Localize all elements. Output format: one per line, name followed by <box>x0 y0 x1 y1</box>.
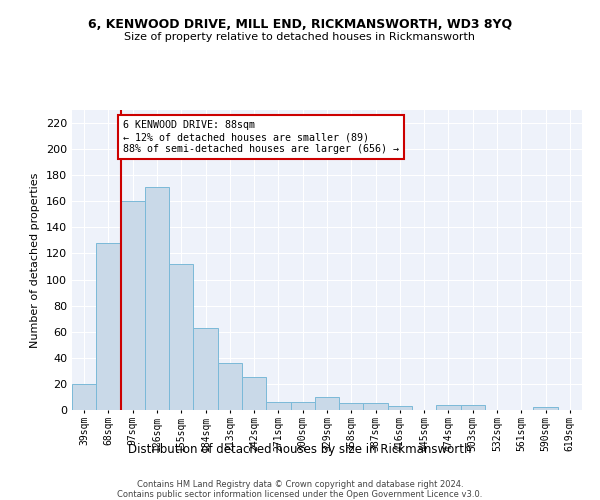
Bar <box>436 405 461 410</box>
Bar <box>218 363 242 410</box>
Text: Distribution of detached houses by size in Rickmansworth: Distribution of detached houses by size … <box>128 442 472 456</box>
Bar <box>145 187 169 410</box>
Y-axis label: Number of detached properties: Number of detached properties <box>31 172 40 348</box>
Bar <box>388 406 412 410</box>
Bar <box>96 243 121 410</box>
Bar <box>290 402 315 410</box>
Bar <box>169 264 193 410</box>
Text: 6 KENWOOD DRIVE: 88sqm
← 12% of detached houses are smaller (89)
88% of semi-det: 6 KENWOOD DRIVE: 88sqm ← 12% of detached… <box>123 120 399 154</box>
Bar <box>461 405 485 410</box>
Bar <box>193 328 218 410</box>
Bar <box>242 378 266 410</box>
Bar <box>315 397 339 410</box>
Text: Contains HM Land Registry data © Crown copyright and database right 2024.: Contains HM Land Registry data © Crown c… <box>137 480 463 489</box>
Text: Size of property relative to detached houses in Rickmansworth: Size of property relative to detached ho… <box>125 32 476 42</box>
Bar <box>339 404 364 410</box>
Bar <box>533 408 558 410</box>
Text: Contains public sector information licensed under the Open Government Licence v3: Contains public sector information licen… <box>118 490 482 499</box>
Bar <box>266 402 290 410</box>
Text: 6, KENWOOD DRIVE, MILL END, RICKMANSWORTH, WD3 8YQ: 6, KENWOOD DRIVE, MILL END, RICKMANSWORT… <box>88 18 512 30</box>
Bar <box>121 202 145 410</box>
Bar <box>72 384 96 410</box>
Bar <box>364 404 388 410</box>
